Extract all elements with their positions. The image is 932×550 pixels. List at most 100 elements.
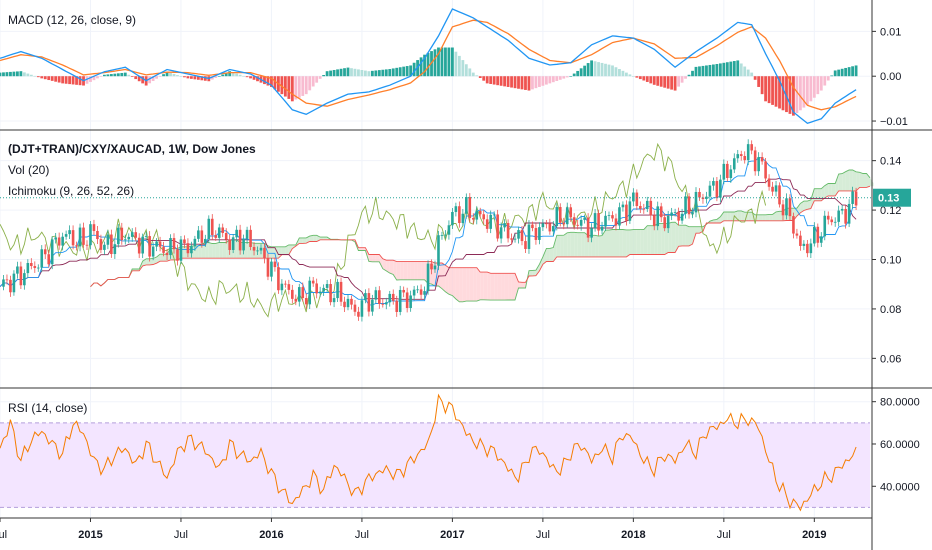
cloud-segment	[490, 273, 495, 301]
macd-hist-bar	[169, 72, 172, 77]
time-label: Jul	[0, 529, 7, 541]
cloud-segment	[281, 246, 286, 255]
span-b-line	[90, 185, 871, 288]
candle-body	[186, 243, 190, 254]
cloud-segment	[657, 223, 662, 255]
candle-body	[61, 236, 64, 246]
candle-body	[576, 224, 579, 226]
candle-body	[207, 218, 211, 239]
macd-hist-bar	[419, 57, 423, 77]
cloud-segment	[414, 261, 418, 280]
candle-body	[304, 298, 308, 305]
ichimoku-title[interactable]: Ichimoku (9, 26, 52, 26)	[8, 184, 134, 198]
macd-hist-bar	[158, 76, 162, 77]
vol-title[interactable]: Vol (20)	[8, 163, 49, 177]
candle-body	[402, 289, 405, 293]
macd-hist-bar	[92, 76, 96, 81]
macd-hist-bar	[343, 68, 346, 77]
candle-body	[75, 245, 78, 247]
macd-hist-bar	[283, 76, 287, 97]
candle-body	[437, 235, 440, 266]
macd-hist-bar	[249, 76, 252, 79]
price-axis-label: 0.06	[880, 353, 901, 365]
macd-hist-bar	[444, 47, 447, 77]
candle-body	[520, 230, 524, 242]
candle-body	[82, 227, 85, 245]
macd-hist-bar	[802, 76, 806, 108]
macd-hist-bar	[830, 75, 834, 77]
candle-body	[137, 237, 141, 254]
cloud-segment	[622, 229, 627, 257]
cloud-segment	[863, 173, 867, 188]
candle-body	[409, 295, 412, 309]
time-label: Jul	[536, 529, 550, 541]
cloud-segment	[522, 282, 526, 288]
macd-hist-bar	[705, 65, 708, 77]
macd-hist-bar	[116, 73, 120, 77]
candle-body	[799, 235, 802, 246]
macd-hist-bar	[78, 76, 82, 86]
macd-hist-bar	[357, 69, 360, 77]
last-price-tag: 0.13	[873, 188, 911, 207]
candle-body	[144, 236, 148, 237]
candle-body	[569, 207, 573, 218]
candle-body	[732, 158, 736, 170]
macd-hist-bar	[33, 75, 37, 77]
macd-line	[0, 8, 857, 125]
macd-hist-bar	[572, 73, 576, 77]
macd-hist-bar	[50, 76, 54, 81]
cloud-segment	[842, 171, 846, 191]
macd-hist-bar	[440, 47, 444, 77]
candle-body	[287, 284, 291, 290]
cloud-segment	[560, 235, 564, 257]
macd-hist-bar	[325, 71, 329, 77]
macd-hist-bar	[437, 47, 440, 77]
candle-body	[252, 246, 256, 251]
cloud-segment	[567, 232, 571, 257]
macd-hist-bar	[109, 74, 113, 77]
candle-body	[228, 239, 231, 250]
macd-hist-bar	[753, 76, 757, 80]
macd-hist-bar	[61, 76, 65, 84]
candle-body	[440, 234, 444, 236]
macd-hist-bar	[499, 76, 503, 86]
macd-lines	[0, 8, 857, 125]
candle-body	[729, 169, 733, 178]
macd-hist-bar	[221, 74, 225, 77]
macd-hist-bar	[478, 76, 482, 78]
macd-hist-bar	[590, 60, 593, 77]
candle-body	[423, 291, 426, 295]
candle-body	[485, 219, 489, 229]
cloud-segment	[563, 232, 568, 257]
macd-title[interactable]: MACD (12, 26, close, 9)	[8, 13, 136, 27]
macd-hist-bar	[54, 76, 58, 82]
cloud-segment	[828, 183, 832, 196]
candle-body	[23, 273, 26, 286]
macd-hist-bar	[134, 76, 138, 80]
macd-hist-bar	[231, 72, 235, 77]
macd-hist-bar	[597, 62, 600, 77]
candle-body	[579, 219, 583, 226]
cloud-segment	[320, 237, 324, 240]
candle-body	[621, 204, 625, 208]
cloud-segment	[609, 229, 613, 257]
candle-body	[148, 236, 151, 257]
candle-body	[430, 263, 433, 270]
cloud-segment	[570, 232, 575, 257]
macd-hist-bar	[364, 70, 367, 77]
macd-hist-bar	[840, 68, 844, 77]
price-title[interactable]: (DJT+TRAN)/CXY/XAUCAD, 1W, Dow Jones	[8, 142, 256, 156]
macd-hist-bar	[120, 72, 124, 77]
rsi-title[interactable]: RSI (14, close)	[8, 401, 87, 415]
macd-hist-bar	[524, 76, 527, 90]
cloud-segment	[675, 222, 679, 253]
time-label: 2016	[259, 529, 283, 541]
candle-body	[123, 239, 127, 241]
candle-body	[739, 154, 743, 156]
candle-body	[311, 280, 315, 284]
cloud-segment	[518, 281, 522, 288]
price-axis[interactable]: 0.01 0.00 −0.01 0.14 0.12 0.10 0.08 0.06 80.0000…	[872, 26, 920, 493]
macd-hist-bar	[656, 76, 660, 86]
time-axis[interactable]: Jul 2015 Jul 2016 Jul 2017 Jul 2018 Jul 2019	[0, 518, 827, 541]
